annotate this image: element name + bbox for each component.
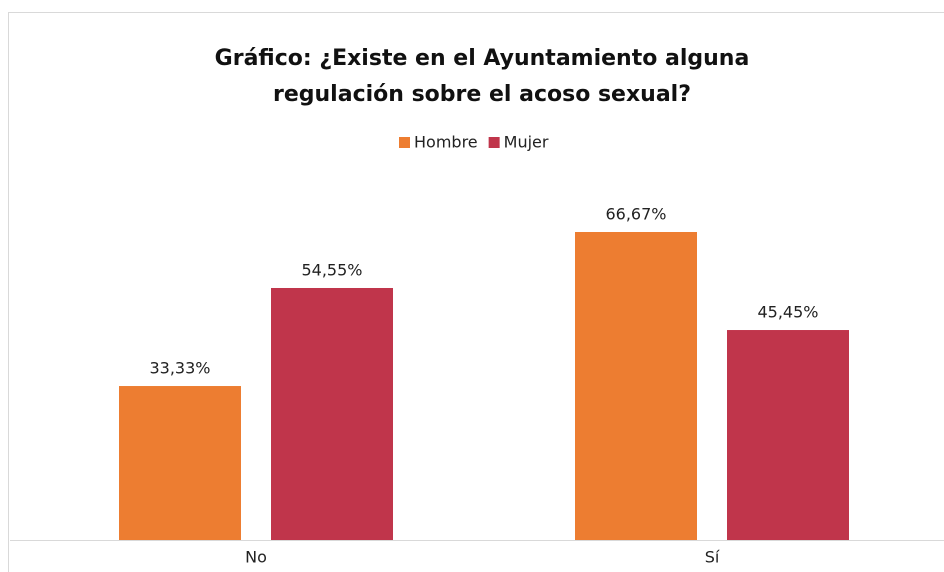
bar — [119, 386, 241, 540]
bar — [271, 287, 393, 540]
legend-label: Mujer — [504, 133, 549, 152]
data-label: 33,33% — [149, 359, 210, 378]
legend-label: Hombre — [414, 133, 478, 152]
chart-title: Gráfico: ¿Existe en el Ayuntamiento algu… — [215, 46, 750, 71]
legend-swatch — [399, 137, 410, 148]
x-tick-label: Sí — [705, 548, 720, 567]
data-label: 66,67% — [605, 205, 666, 224]
chart-border — [8, 12, 944, 572]
bar — [575, 232, 697, 540]
data-label: 54,55% — [301, 260, 362, 279]
x-tick-label: No — [245, 548, 267, 567]
bar — [727, 330, 849, 540]
legend-swatch — [488, 137, 500, 148]
data-label: 45,45% — [757, 303, 818, 322]
chart-title: regulación sobre el acoso sexual? — [273, 82, 691, 107]
